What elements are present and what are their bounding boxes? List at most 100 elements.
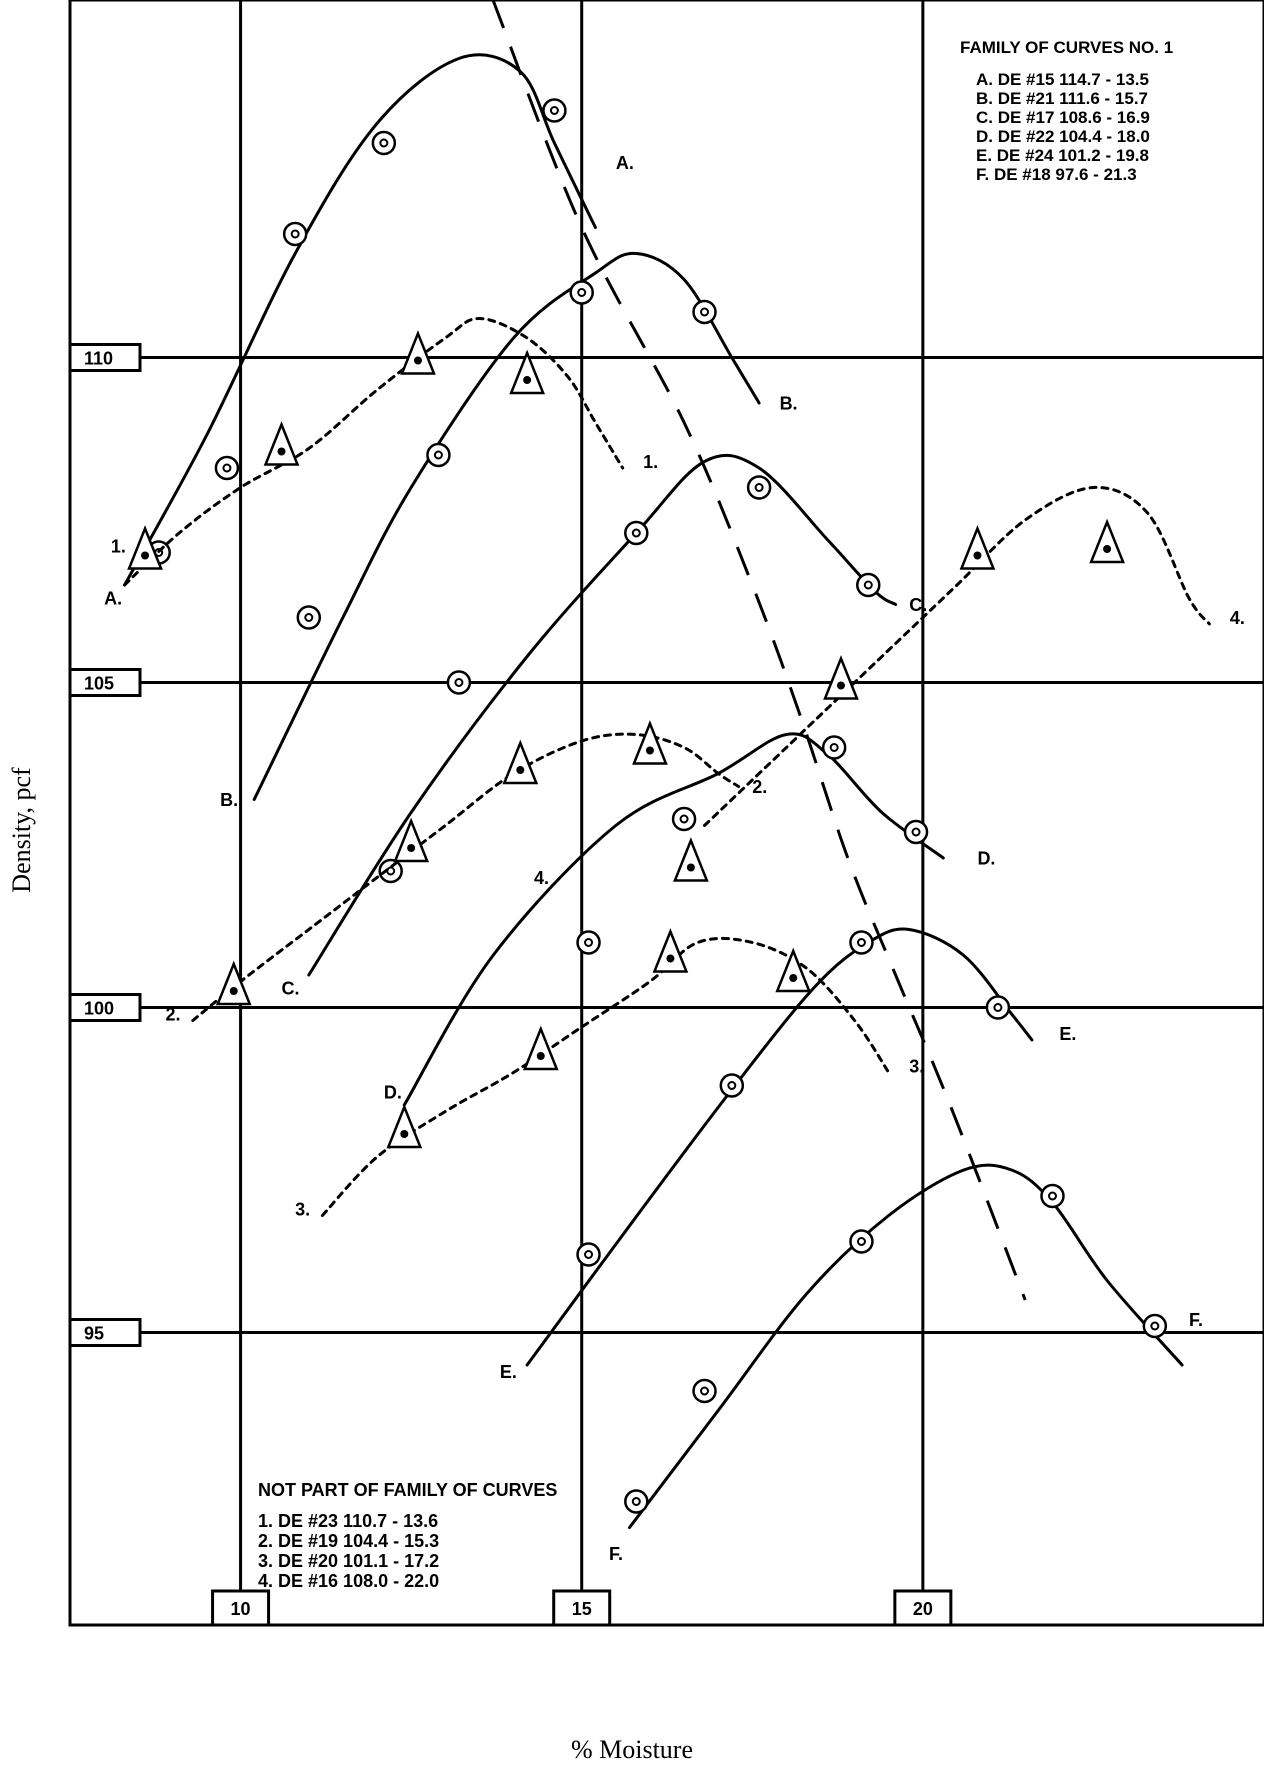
- circle-marker-dot: [993, 1003, 1003, 1012]
- triangle-marker: [522, 1025, 559, 1071]
- circle-marker-dot: [379, 138, 389, 148]
- x-tick-label: 10: [231, 1599, 251, 1619]
- triangle-marker-dot: [229, 987, 238, 995]
- circle-marker-dot: [290, 229, 300, 239]
- triangle-marker: [652, 928, 689, 973]
- triangle-marker-dot: [789, 974, 798, 982]
- triangle-marker: [393, 817, 429, 863]
- circle-marker-dot: [754, 483, 764, 492]
- circle-marker-dot: [911, 827, 921, 837]
- triangle-marker: [400, 330, 436, 375]
- family-legend-entry: C. DE #17 108.6 - 16.9: [976, 108, 1150, 127]
- series-label-e: E.: [1059, 1024, 1076, 1044]
- y-tick-label: 105: [84, 674, 114, 694]
- x-tick-label: 15: [572, 1599, 592, 1619]
- other-legend-entry: 1. DE #23 110.7 - 13.6: [258, 1511, 438, 1531]
- triangle-marker-dot: [277, 447, 286, 456]
- family-legend-entry: D. DE #22 104.4 - 18.0: [976, 127, 1150, 146]
- series-label-4: 4.: [534, 868, 549, 888]
- circle-marker-dot: [577, 288, 587, 297]
- series-line-optimum: [491, 0, 1027, 1301]
- series-label-f: F.: [609, 1544, 623, 1564]
- series-label-f: F.: [1189, 1310, 1203, 1330]
- triangle-marker-dot: [407, 844, 416, 852]
- series-label-a: A.: [616, 153, 634, 173]
- family-legend-title: FAMILY OF CURVES NO. 1: [960, 38, 1173, 57]
- triangle-marker-dot: [141, 551, 150, 560]
- other-legend-entry: 2. DE #19 104.4 - 15.3: [258, 1531, 439, 1551]
- triangle-marker: [263, 421, 300, 466]
- triangle-marker: [1089, 518, 1125, 564]
- circle-marker-dot: [584, 1250, 594, 1259]
- y-tick-label: 100: [84, 999, 114, 1019]
- grid-lines: [70, 0, 1264, 1625]
- circle-marker-dot: [1047, 1191, 1057, 1201]
- x-axis-title: % Moisture: [571, 1735, 693, 1764]
- x-tick-label: 20: [913, 1599, 933, 1619]
- y-tick-box: [68, 1318, 142, 1347]
- plot-frame: [68, 0, 1264, 1627]
- triangle-marker: [673, 837, 709, 882]
- circle-marker-dot: [386, 866, 396, 876]
- y-tick-label: 95: [84, 1324, 104, 1344]
- triangle-marker-dot: [516, 766, 525, 774]
- family-legend-entry: B. DE #21 111.6 - 15.7: [976, 89, 1148, 108]
- other-legend-entry: 4. DE #16 108.0 - 22.0: [258, 1571, 439, 1591]
- circle-marker-dot: [304, 613, 314, 622]
- circle-marker-dot: [433, 450, 443, 460]
- triangle-marker-dot: [686, 863, 695, 872]
- circle-marker-dot: [222, 463, 232, 473]
- triangle-marker: [127, 525, 163, 570]
- y-tick-box: [68, 668, 142, 697]
- x-tick-box: [893, 1589, 953, 1627]
- circle-marker-dot: [700, 1386, 710, 1396]
- circle-marker-dot: [549, 106, 559, 115]
- triangle-marker-dot: [1103, 545, 1112, 553]
- series-label-1: 1.: [111, 537, 126, 557]
- x-tick-box: [552, 1589, 612, 1627]
- triangle-marker: [502, 739, 539, 785]
- triangle-marker: [823, 655, 859, 700]
- triangle-marker-dot: [536, 1052, 545, 1060]
- y-axis-title: Density, pcf: [7, 767, 36, 893]
- series-label-e: E.: [500, 1362, 517, 1382]
- triangle-marker: [215, 960, 252, 1006]
- triangle-marker-dot: [413, 356, 422, 365]
- series-label-b: B.: [220, 790, 238, 810]
- circle-marker-dot: [829, 743, 839, 752]
- circle-marker-dot: [856, 938, 866, 947]
- other-legend-entry: 3. DE #20 101.1 - 17.2: [258, 1551, 439, 1571]
- series-label-d: D.: [977, 849, 995, 869]
- triangle-marker-dot: [666, 954, 675, 963]
- triangle-marker-dot: [645, 746, 654, 755]
- series-line-a: [123, 53, 597, 587]
- series-line-b: [252, 251, 761, 801]
- y-tick-box: [68, 993, 142, 1022]
- circle-marker-dot: [679, 814, 689, 824]
- series-label-c: C.: [909, 595, 927, 615]
- series-line-3: [320, 936, 891, 1217]
- triangle-marker: [959, 525, 996, 570]
- circle-marker-dot: [631, 1497, 641, 1506]
- series-label-3: 3.: [909, 1057, 924, 1077]
- other-legend-title: NOT PART OF FAMILY OF CURVES: [258, 1480, 557, 1500]
- circle-marker-dot: [700, 307, 710, 317]
- series-line-2: [191, 732, 741, 1022]
- series-label-d: D.: [384, 1083, 402, 1103]
- triangle-marker: [386, 1103, 423, 1149]
- series-label-2: 2.: [166, 1005, 181, 1025]
- series-label-a: A.: [104, 589, 122, 609]
- series-line-c: [307, 453, 898, 977]
- tick-labels: 10 15 20 95 100 105 110: [68, 343, 953, 1627]
- triangle-marker-dot: [973, 551, 982, 560]
- series-line-4: [703, 485, 1211, 827]
- triangle-marker-dot: [523, 376, 532, 384]
- series-label-1: 1.: [643, 452, 658, 472]
- family-legend: FAMILY OF CURVES NO. 1 A. DE #15 114.7 -…: [960, 38, 1173, 184]
- series-group: A. A. B. B. C. C. D. D. E. E. F. F. 1. 1. 2. 2. 3. 3. 4. 4.: [104, 0, 1245, 1564]
- family-legend-entry: F. DE #18 97.6 - 21.3: [976, 165, 1137, 184]
- series-label-4: 4.: [1230, 608, 1245, 628]
- triangle-marker: [775, 947, 812, 993]
- series-line-f: [628, 1163, 1184, 1529]
